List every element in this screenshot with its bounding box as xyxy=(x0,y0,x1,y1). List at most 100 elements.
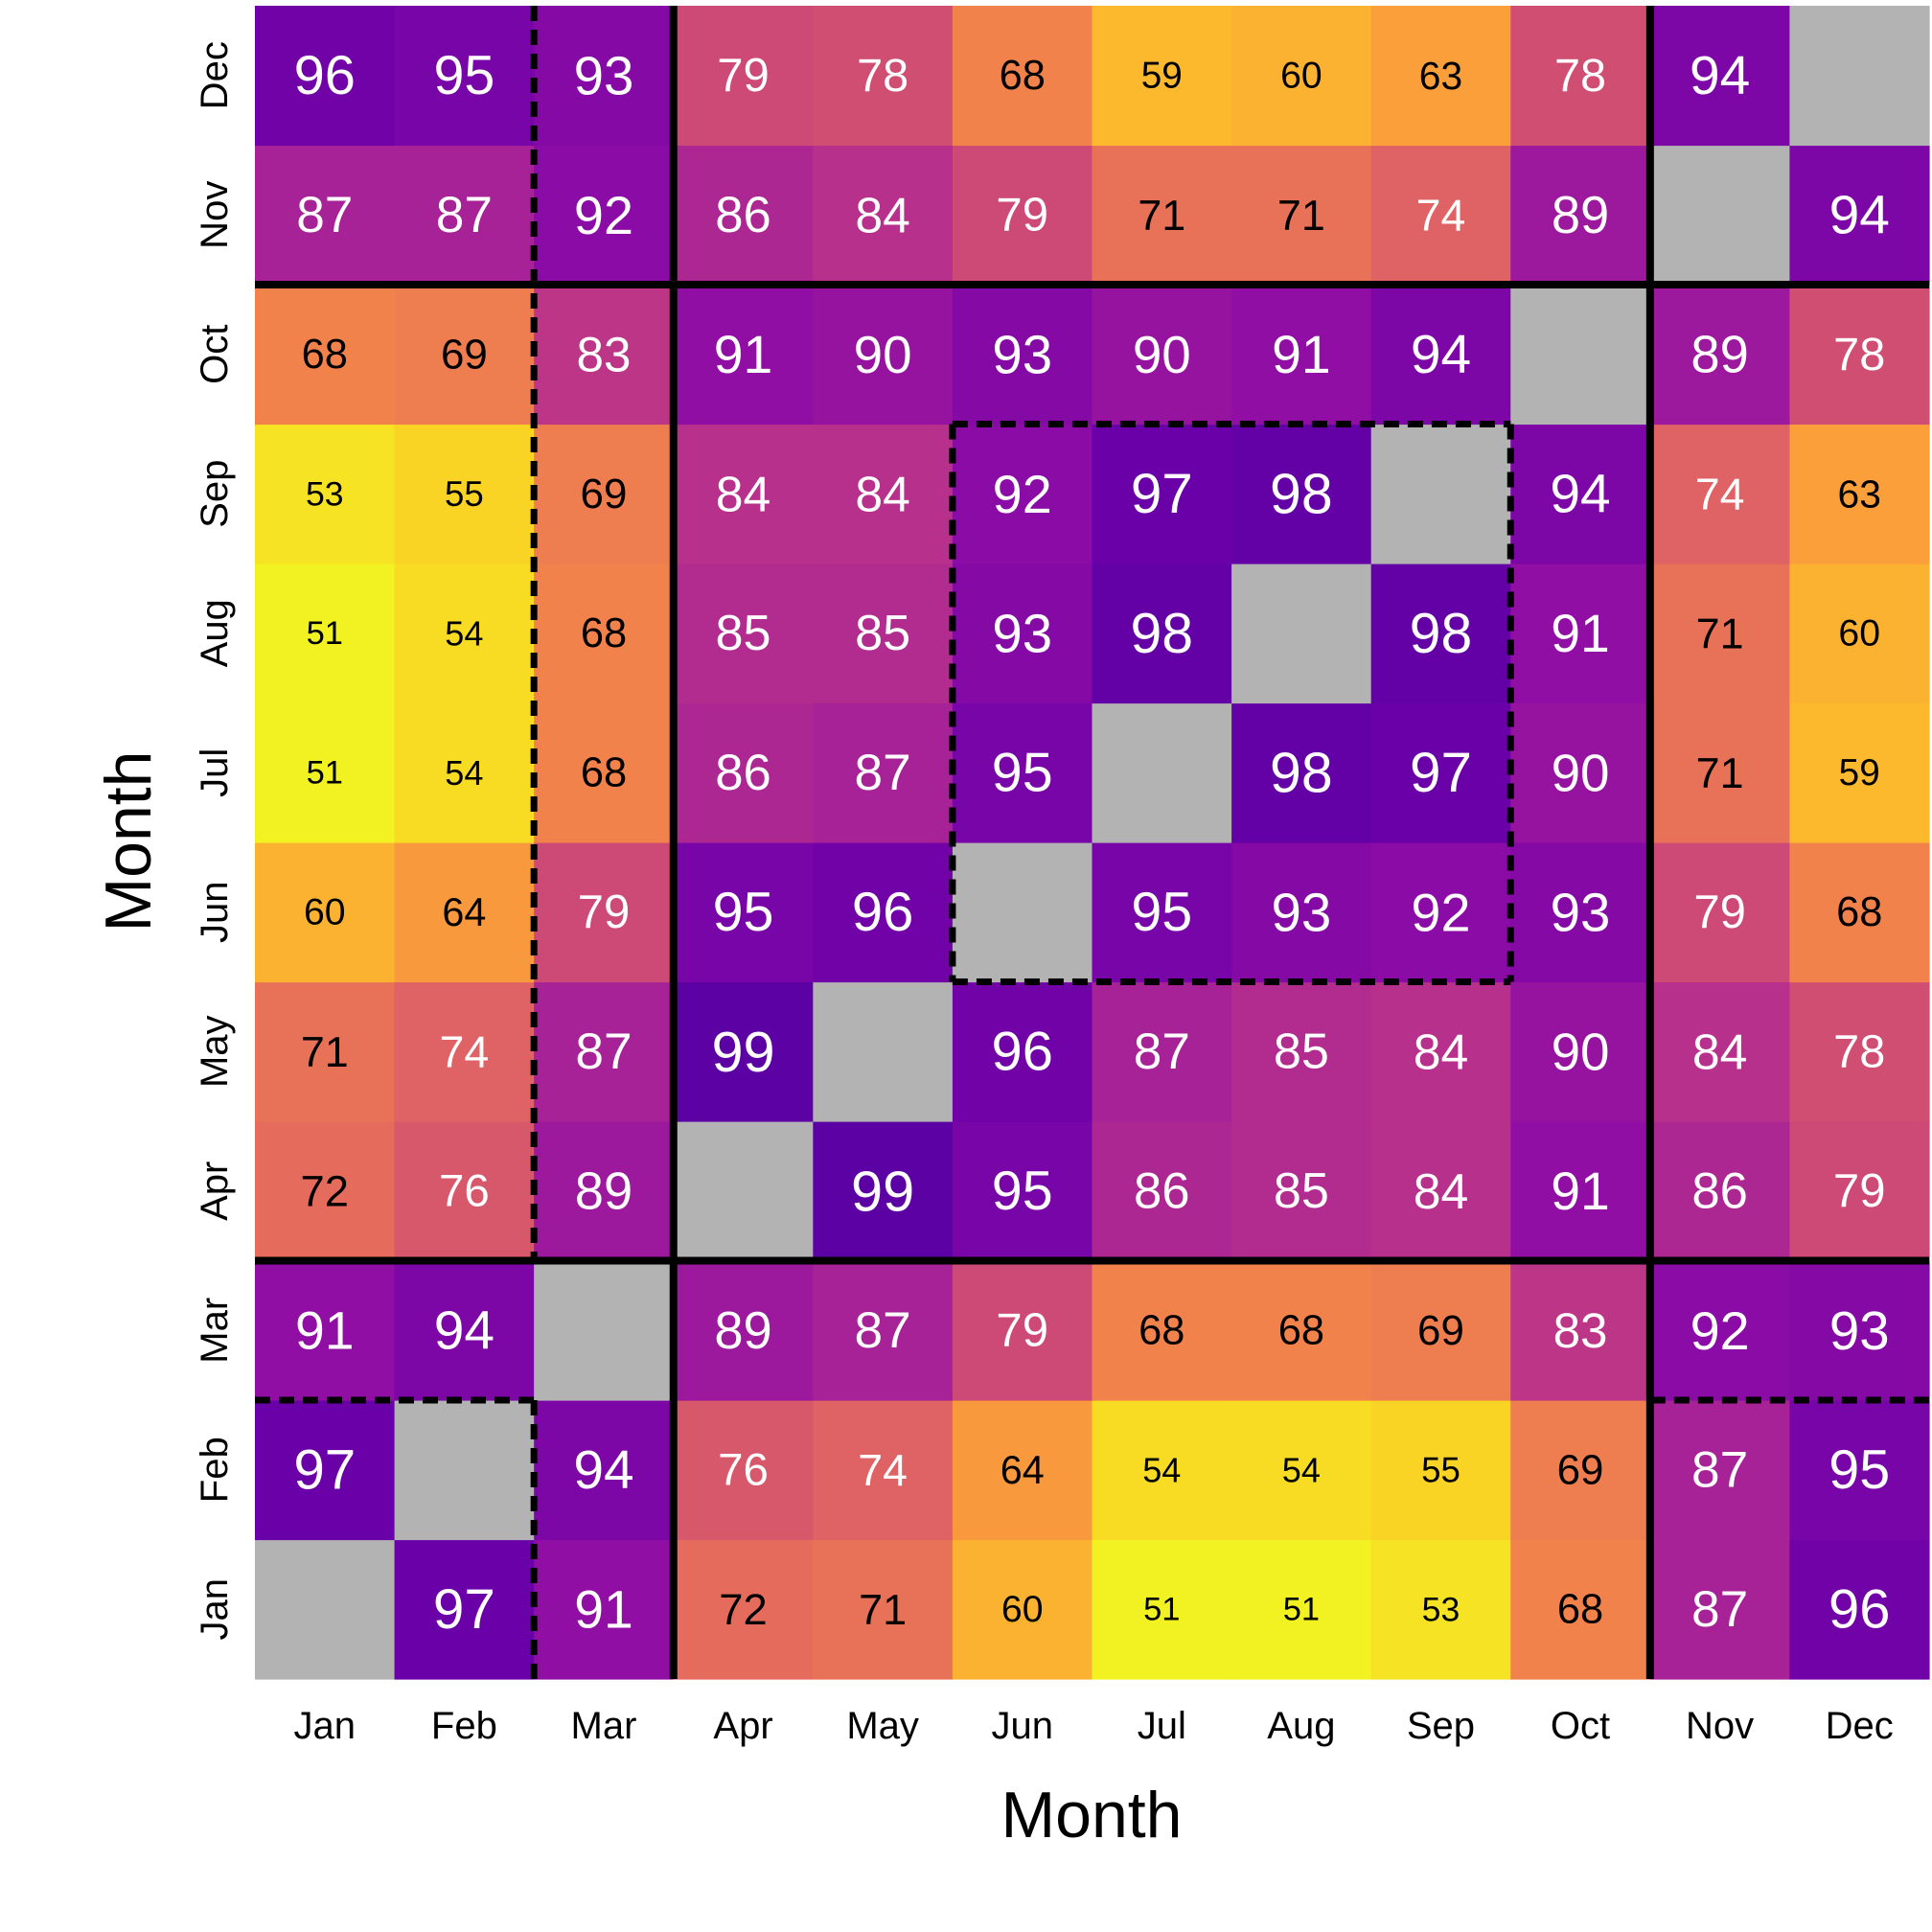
heatmap-cell xyxy=(1649,1539,1791,1680)
y-tick-label: Apr xyxy=(194,1162,236,1221)
cell-value-label: 94 xyxy=(573,1439,633,1501)
x-tick-label: Jul xyxy=(1138,1705,1186,1747)
cell-value-label: 60 xyxy=(1838,612,1880,654)
heatmap-cell xyxy=(952,1539,1093,1680)
heatmap-cell xyxy=(1231,285,1372,426)
x-axis-title: Month xyxy=(1001,1779,1183,1852)
heatmap-cell xyxy=(1231,424,1372,564)
heatmap-cell xyxy=(1510,1539,1651,1680)
cell-value-label: 98 xyxy=(1410,602,1473,665)
heatmap-cell xyxy=(1092,145,1232,286)
cell-value-label: 99 xyxy=(711,1020,774,1084)
cell-value-label: 63 xyxy=(1838,472,1881,516)
y-tick-label: Oct xyxy=(194,325,236,384)
cell-value-label: 96 xyxy=(1828,1578,1890,1640)
heatmap-cell xyxy=(255,564,396,704)
heatmap-cell xyxy=(1789,1260,1930,1401)
cell-value-label: 93 xyxy=(574,45,634,105)
heatmap-cell xyxy=(673,702,814,843)
cell-value-label: 69 xyxy=(581,471,628,518)
heatmap-cell xyxy=(1370,981,1511,1122)
heatmap-cell xyxy=(952,1260,1093,1401)
cell-value-label: 78 xyxy=(1554,50,1606,102)
heatmap-cell xyxy=(1092,1260,1232,1401)
cell-value-label: 94 xyxy=(1411,324,1471,385)
heatmap-cell xyxy=(813,145,954,286)
heatmap-cell xyxy=(1370,6,1511,147)
cell-value-label: 91 xyxy=(1272,325,1331,384)
cell-value-label: 68 xyxy=(581,749,627,795)
heatmap-cell xyxy=(255,1400,396,1541)
heatmap-cell xyxy=(952,424,1093,564)
cell-value-label: 74 xyxy=(1416,190,1466,240)
heatmap-cell xyxy=(1510,1121,1651,1262)
heatmap-cell xyxy=(255,1121,396,1262)
heatmap-cell xyxy=(394,6,535,147)
cell-value-label: 79 xyxy=(1693,886,1746,938)
cell-value-label: 51 xyxy=(307,754,343,791)
cell-value-label: 54 xyxy=(1282,1450,1321,1489)
cell-value-label: 98 xyxy=(1130,602,1193,665)
heatmap-cell xyxy=(1510,702,1651,843)
cell-value-label: 78 xyxy=(1833,329,1885,380)
x-tick-label: Jan xyxy=(294,1705,356,1747)
cell-value-label: 78 xyxy=(857,50,908,102)
cell-value-label: 94 xyxy=(1690,45,1750,106)
heatmap-cell xyxy=(1789,145,1930,286)
cell-value-label: 91 xyxy=(574,1579,633,1639)
cell-value-label: 91 xyxy=(295,1300,355,1360)
y-tick-label: Jul xyxy=(194,748,236,797)
heatmap-cell xyxy=(1370,1121,1511,1262)
heatmap-cell xyxy=(394,564,535,704)
cell-value-label: 87 xyxy=(296,187,353,243)
cell-value-label: 83 xyxy=(576,327,631,381)
cell-value-label: 84 xyxy=(716,466,771,521)
heatmap-cell xyxy=(1092,1121,1232,1262)
x-tick-label: Mar xyxy=(571,1705,637,1747)
cell-value-label: 93 xyxy=(1272,882,1332,942)
heatmap-cell xyxy=(1649,981,1791,1122)
cell-value-label: 87 xyxy=(575,1024,632,1080)
cell-value-label: 96 xyxy=(294,45,356,106)
heatmap-cell xyxy=(673,285,814,426)
heatmap-cell xyxy=(1789,1539,1930,1680)
heatmap-cell xyxy=(255,981,396,1122)
y-tick-label: Nov xyxy=(194,181,236,249)
heatmap-cell xyxy=(534,6,675,147)
cell-value-label: 95 xyxy=(433,45,494,106)
x-tick-label: Dec xyxy=(1826,1705,1894,1747)
heatmap-cell xyxy=(1092,842,1232,983)
heatmap-cell xyxy=(394,842,535,983)
heatmap-cell xyxy=(534,564,675,704)
cell-value-label: 54 xyxy=(445,613,483,653)
cell-value-label: 84 xyxy=(1414,1024,1469,1079)
heatmap-cell xyxy=(394,1539,535,1680)
x-tick-label: Nov xyxy=(1686,1705,1754,1747)
heatmap-cell xyxy=(1231,1400,1372,1541)
heatmap-cell xyxy=(1092,6,1232,147)
cell-value-label: 63 xyxy=(1419,54,1462,98)
heatmap-cell xyxy=(673,1400,814,1541)
cell-value-label: 94 xyxy=(434,1300,494,1361)
heatmap-cell xyxy=(813,1260,954,1401)
heatmap-cell xyxy=(813,842,954,983)
cell-value-label: 71 xyxy=(1277,191,1325,240)
x-tick-label: Aug xyxy=(1267,1705,1335,1747)
cell-value-label: 84 xyxy=(1692,1024,1748,1079)
cell-value-label: 94 xyxy=(1829,184,1890,245)
cell-value-label: 55 xyxy=(1421,1450,1460,1489)
heatmap-cell xyxy=(1370,285,1511,426)
cell-value-label: 91 xyxy=(1551,1162,1610,1221)
cell-value-label: 95 xyxy=(713,882,774,943)
y-tick-label: Feb xyxy=(194,1437,236,1503)
cell-value-label: 51 xyxy=(307,615,343,652)
heatmap-cell xyxy=(1649,1121,1791,1262)
heatmap-cell xyxy=(1370,1539,1511,1680)
cell-value-label: 93 xyxy=(1551,882,1611,942)
cell-value-label: 69 xyxy=(441,331,488,378)
heatmap-cell xyxy=(534,1121,675,1262)
heatmap-cell xyxy=(534,285,675,426)
cell-value-label: 72 xyxy=(301,1166,350,1215)
heatmap-cell xyxy=(534,1539,675,1680)
heatmap-cell xyxy=(255,1260,396,1401)
